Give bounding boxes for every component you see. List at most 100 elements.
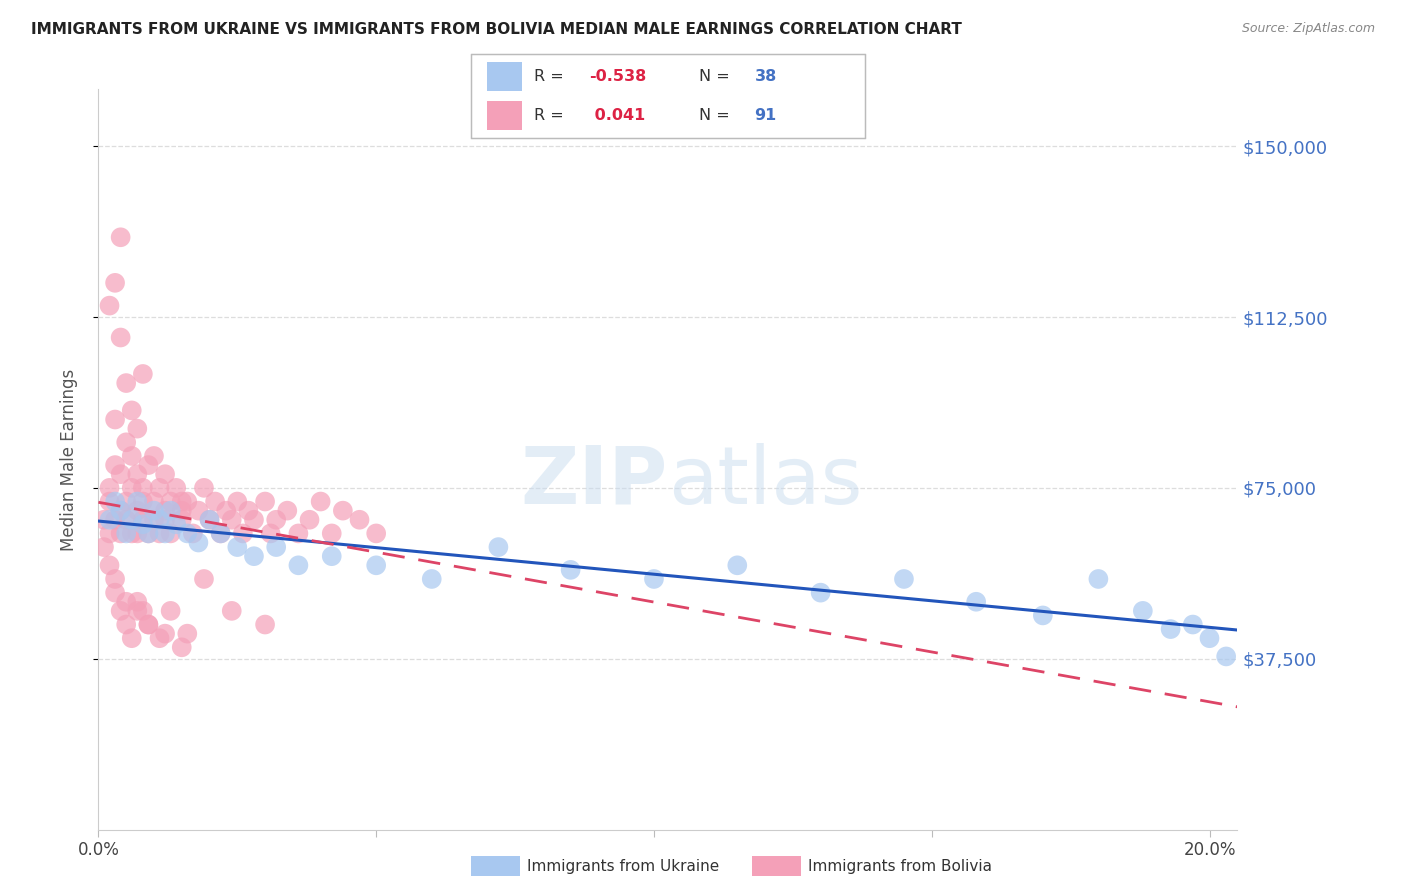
Point	[115, 513, 138, 527]
Point	[309, 494, 332, 508]
Point	[127, 595, 149, 609]
Point	[321, 549, 343, 564]
Point	[187, 535, 209, 549]
Point	[127, 526, 149, 541]
Point	[226, 494, 249, 508]
Text: 91: 91	[755, 108, 776, 123]
Point	[143, 503, 166, 517]
Point	[159, 503, 181, 517]
Point	[127, 494, 149, 508]
Point	[254, 494, 277, 508]
Point	[243, 549, 266, 564]
Point	[153, 526, 176, 541]
Text: R =: R =	[534, 69, 564, 84]
Y-axis label: Median Male Earnings: Median Male Earnings	[59, 368, 77, 550]
Point	[148, 526, 170, 541]
Point	[643, 572, 665, 586]
Point	[420, 572, 443, 586]
Point	[181, 526, 204, 541]
Point	[110, 526, 132, 541]
Point	[143, 513, 166, 527]
Point	[560, 563, 582, 577]
Point	[893, 572, 915, 586]
Point	[810, 585, 832, 599]
Point	[127, 604, 149, 618]
Point	[115, 595, 138, 609]
Point	[170, 513, 193, 527]
Point	[298, 513, 321, 527]
Point	[165, 481, 187, 495]
Point	[264, 540, 287, 554]
Point	[287, 558, 309, 573]
Point	[127, 467, 149, 482]
Point	[204, 494, 226, 508]
Point	[170, 503, 193, 517]
Point	[232, 526, 254, 541]
Point	[198, 513, 221, 527]
Bar	[486, 101, 522, 130]
Point	[138, 458, 160, 472]
Point	[193, 481, 215, 495]
Point	[143, 494, 166, 508]
Point	[170, 494, 193, 508]
Point	[121, 449, 143, 463]
Point	[159, 526, 181, 541]
Point	[110, 503, 132, 517]
Point	[254, 617, 277, 632]
Point	[121, 481, 143, 495]
Point	[153, 467, 176, 482]
Point	[93, 540, 115, 554]
Point	[1160, 622, 1182, 636]
Point	[349, 513, 371, 527]
Point	[1087, 572, 1109, 586]
Point	[127, 503, 149, 517]
Point	[104, 458, 127, 472]
Point	[165, 517, 187, 532]
Point	[321, 526, 343, 541]
Point	[110, 503, 132, 517]
Point	[115, 494, 138, 508]
Point	[159, 494, 181, 508]
Point	[148, 513, 170, 527]
Point	[1132, 604, 1154, 618]
Point	[187, 503, 209, 517]
Point	[965, 595, 987, 609]
Point	[104, 572, 127, 586]
Point	[127, 422, 149, 436]
Point	[287, 526, 309, 541]
Point	[132, 494, 155, 508]
Text: ZIP: ZIP	[520, 442, 668, 521]
Point	[93, 513, 115, 527]
Point	[121, 631, 143, 645]
Point	[209, 526, 232, 541]
Point	[98, 558, 121, 573]
Point	[138, 526, 160, 541]
Point	[1032, 608, 1054, 623]
Point	[98, 299, 121, 313]
Point	[259, 526, 281, 541]
Text: atlas: atlas	[668, 442, 862, 521]
Point	[332, 503, 354, 517]
Text: Immigrants from Bolivia: Immigrants from Bolivia	[808, 859, 993, 873]
Point	[98, 513, 121, 527]
Point	[104, 585, 127, 599]
Point	[366, 526, 388, 541]
Point	[115, 376, 138, 390]
Point	[148, 631, 170, 645]
Text: IMMIGRANTS FROM UKRAINE VS IMMIGRANTS FROM BOLIVIA MEDIAN MALE EARNINGS CORRELAT: IMMIGRANTS FROM UKRAINE VS IMMIGRANTS FR…	[31, 22, 962, 37]
Point	[193, 572, 215, 586]
Point	[104, 412, 127, 426]
Point	[132, 481, 155, 495]
Point	[176, 526, 198, 541]
Point	[121, 526, 143, 541]
Point	[115, 526, 138, 541]
Point	[110, 604, 132, 618]
Point	[138, 617, 160, 632]
Point	[132, 517, 155, 532]
Point	[1215, 649, 1237, 664]
Point	[143, 449, 166, 463]
Point	[153, 513, 176, 527]
Point	[153, 626, 176, 640]
Text: -0.538: -0.538	[589, 69, 647, 84]
Point	[110, 330, 132, 344]
